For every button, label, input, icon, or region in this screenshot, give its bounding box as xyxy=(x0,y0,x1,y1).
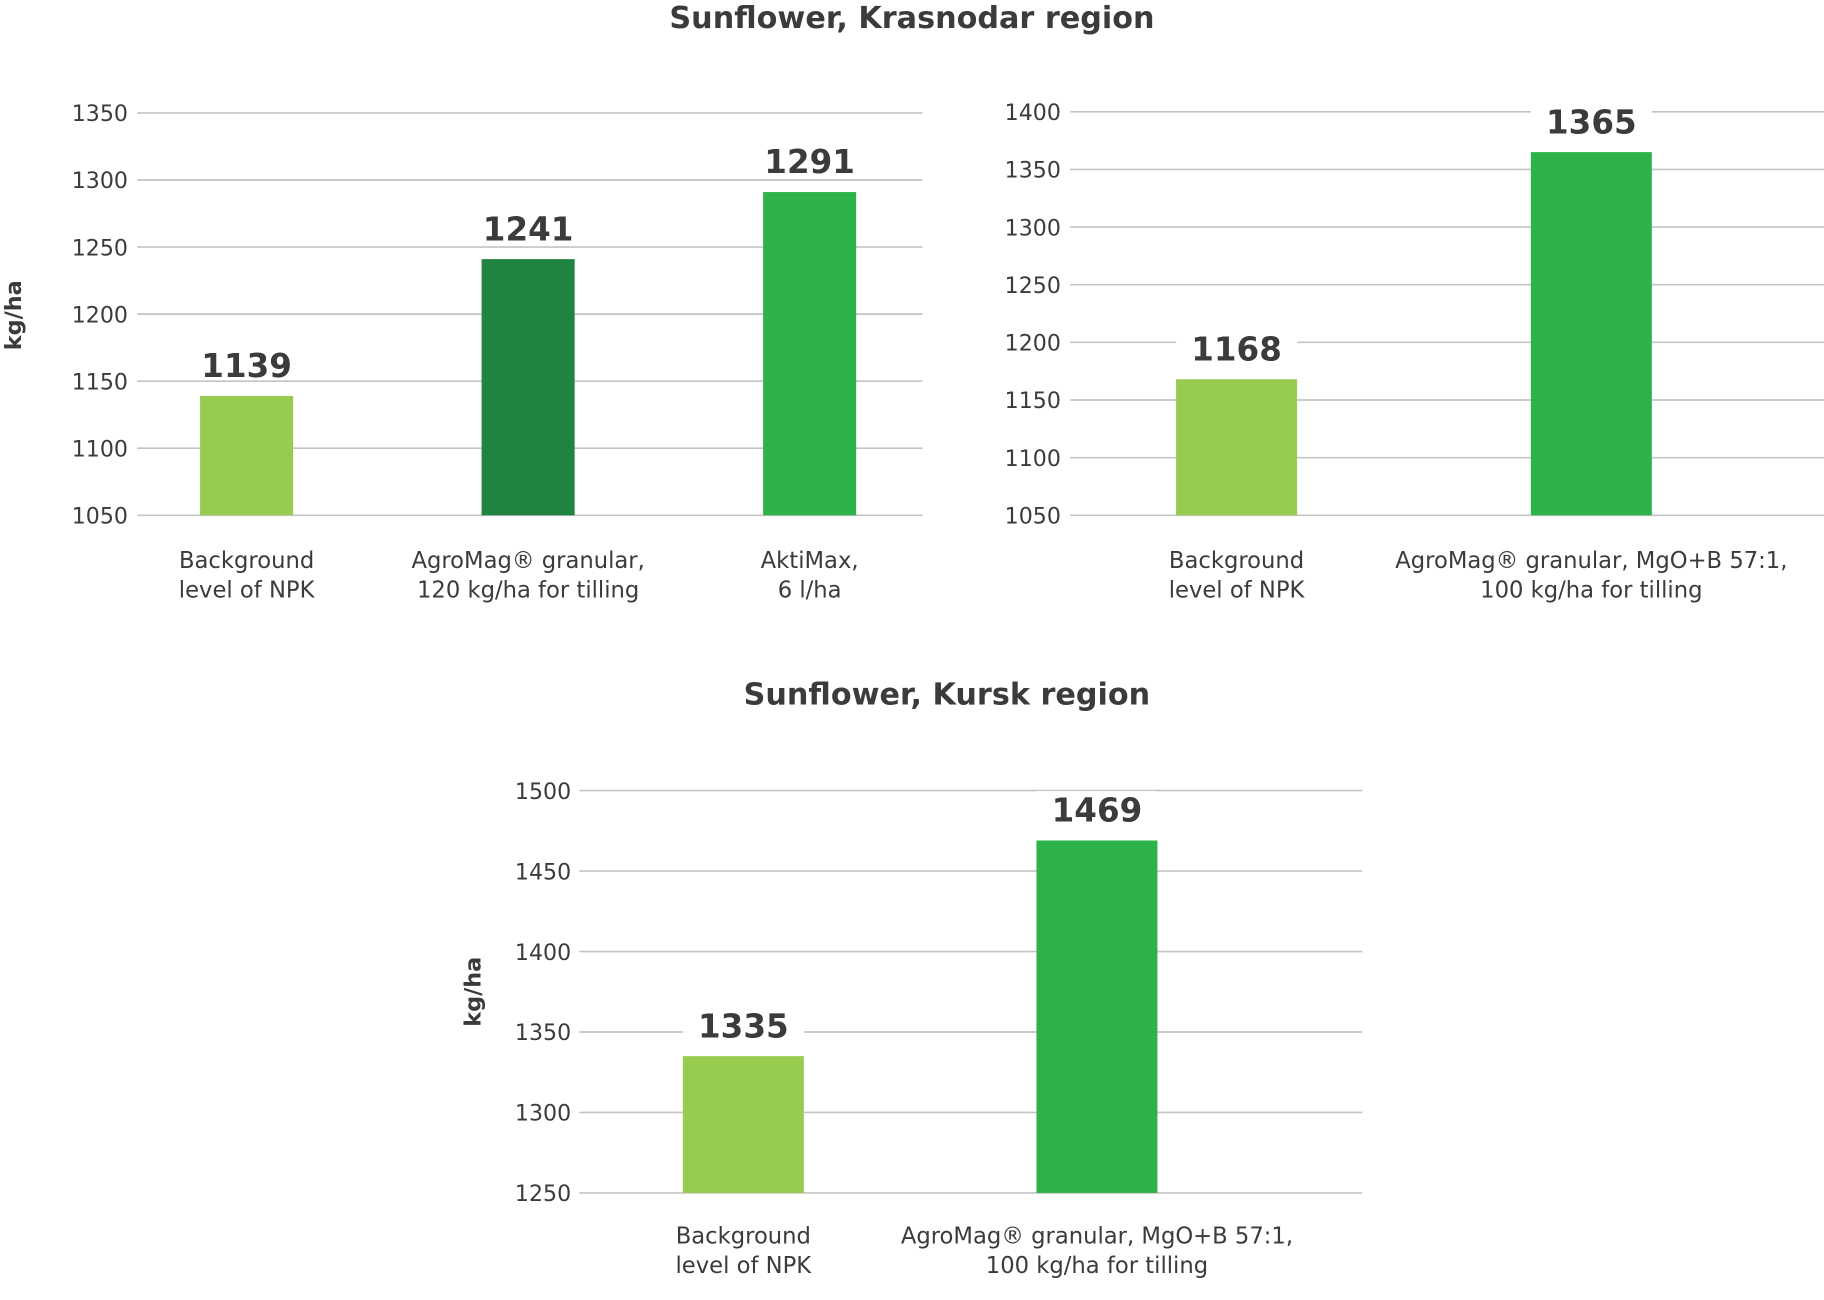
title-krasnodar: Sunflower, Krasnodar region xyxy=(669,1,1154,36)
chart-krasnodar-2: 1050 1100 1150 1200 1250 1300 1350 1400 1168 Back… xyxy=(1005,100,1824,604)
value-label-background xyxy=(1036,791,1158,832)
y-tick-label: 1450 xyxy=(515,859,571,885)
y-tick-label: 1500 xyxy=(515,779,571,805)
y-tick-label: 1250 xyxy=(515,1181,571,1207)
chart-kursk: 1250 1300 1350 1400 1450 1500 kg/ha 1335 Backgro… xyxy=(461,779,1363,1279)
category-label: Background xyxy=(676,1223,811,1249)
y-tick-label: 1300 xyxy=(72,168,128,194)
value-label: 1291 xyxy=(764,143,855,181)
y-tick-label: 1150 xyxy=(1005,388,1061,414)
value-label: 1241 xyxy=(483,210,574,248)
bar xyxy=(200,395,294,516)
y-tick-label: 1250 xyxy=(72,235,128,261)
y-tick-label: 1200 xyxy=(72,302,128,328)
y-tick-label: 1050 xyxy=(1005,503,1061,529)
category-label: 6 l/ha xyxy=(778,578,842,604)
y-tick-label: 1050 xyxy=(72,503,128,529)
value-label-background xyxy=(1530,102,1652,143)
y-tick-label: 1300 xyxy=(1005,215,1061,241)
value-label: 1365 xyxy=(1546,103,1637,141)
y-tick-label: 1350 xyxy=(1005,158,1061,184)
category-label: level of NPK xyxy=(675,1253,812,1279)
y-tick-label: 1100 xyxy=(72,436,128,462)
y-tick-label: 1400 xyxy=(1005,100,1061,126)
category-label: 100 kg/ha for tilling xyxy=(1480,578,1702,604)
y-axis-label: kg/ha xyxy=(1,280,27,350)
value-label: 1139 xyxy=(201,347,292,385)
category-label: AgroMag® granular, xyxy=(411,548,644,574)
category-label: Background xyxy=(179,548,314,574)
category-label: AgroMag® granular, MgO+B 57:1, xyxy=(1395,548,1787,574)
y-tick-label: 1200 xyxy=(1005,330,1061,356)
value-label: 1335 xyxy=(698,1007,789,1045)
category-label: 100 kg/ha for tilling xyxy=(986,1253,1208,1279)
value-label-background xyxy=(1176,329,1298,370)
y-axis-label: kg/ha xyxy=(461,957,487,1027)
y-tick-label: 1300 xyxy=(515,1101,571,1127)
value-label: 1469 xyxy=(1052,791,1143,829)
bar xyxy=(481,259,575,516)
category-label: AktiMax, xyxy=(761,548,859,574)
category-label: Background xyxy=(1169,548,1304,574)
y-tick-label: 1150 xyxy=(72,369,128,395)
y-tick-label: 1400 xyxy=(515,940,571,966)
bar xyxy=(1036,840,1158,1193)
bar xyxy=(763,192,857,516)
y-tick-label: 1350 xyxy=(515,1020,571,1046)
value-label-background xyxy=(682,1006,804,1047)
value-label: 1168 xyxy=(1191,330,1282,368)
y-tick-label: 1350 xyxy=(72,101,128,127)
y-tick-label: 1250 xyxy=(1005,273,1061,299)
bar xyxy=(682,1056,804,1193)
category-label: 120 kg/ha for tilling xyxy=(417,578,639,604)
category-label: AgroMag® granular, MgO+B 57:1, xyxy=(901,1223,1293,1249)
category-label: level of NPK xyxy=(1169,578,1306,604)
title-kursk: Sunflower, Kursk region xyxy=(744,678,1151,713)
chart-krasnodar-1: 1050 1100 1150 1200 1250 1300 1350 kg/ha 1139 Bac… xyxy=(1,101,923,604)
y-tick-label: 1100 xyxy=(1005,446,1061,472)
bar xyxy=(1176,379,1298,516)
category-label: level of NPK xyxy=(179,578,316,604)
bar xyxy=(1530,152,1652,516)
